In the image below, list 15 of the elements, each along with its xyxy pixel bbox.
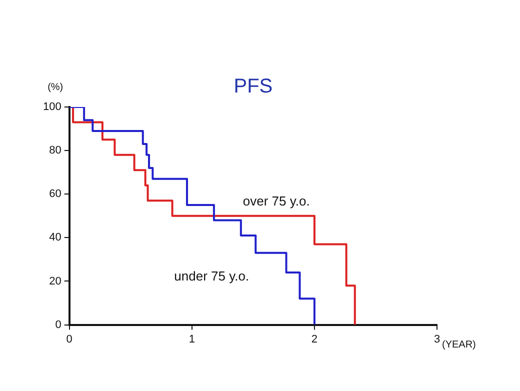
y-tick-label: 40 xyxy=(49,232,62,244)
annotation: over 75 y.o. xyxy=(242,193,310,208)
x-tick-label: 1 xyxy=(188,333,195,346)
x-tick-label: 0 xyxy=(66,333,72,346)
x-axis-title: (YEAR) xyxy=(442,340,476,351)
y-tick-label: 80 xyxy=(49,144,62,157)
x-tick-label: 3 xyxy=(434,333,440,346)
chart-title: PFS xyxy=(234,76,273,98)
x-tick-label: 2 xyxy=(311,333,318,346)
y-tick-label: 100 xyxy=(42,101,62,114)
y-tick-label: 20 xyxy=(49,275,62,288)
y-axis-title: (%) xyxy=(48,82,64,93)
y-tick-label: 0 xyxy=(55,318,62,331)
annotation: under 75 y.o. xyxy=(174,268,250,284)
y-tick-label: 60 xyxy=(49,188,62,200)
